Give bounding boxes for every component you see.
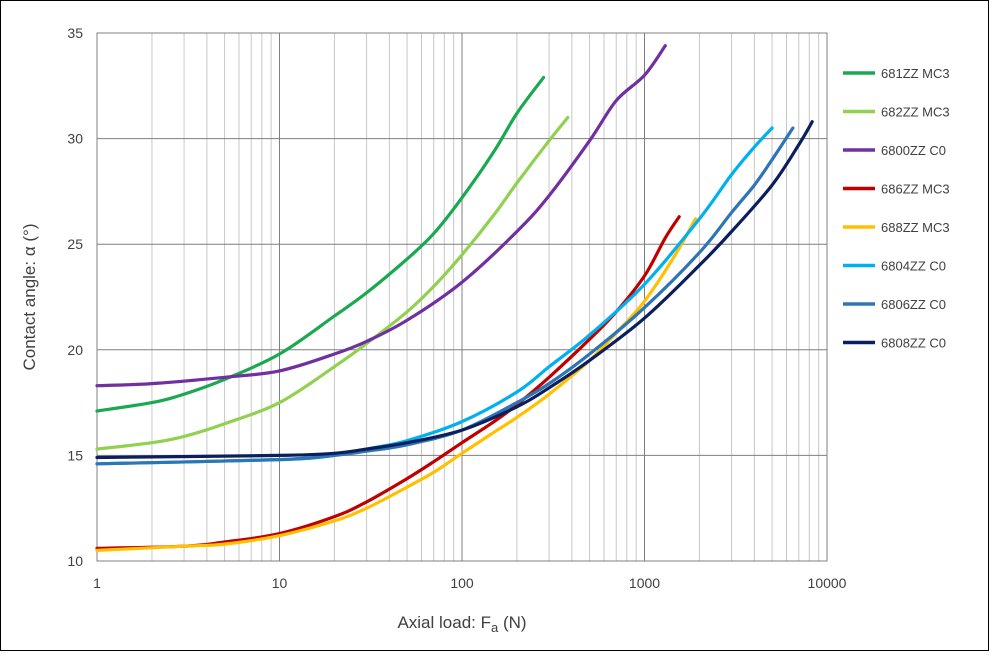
x-tick-label: 1000 [629,575,660,591]
legend-label: 6806ZZ C0 [881,297,946,312]
x-axis-title-main: Axial load: F [397,613,491,632]
x-axis-title-subscript: a [491,620,499,635]
x-tick-label: 10 [272,575,288,591]
y-tick-label: 20 [67,342,83,358]
y-tick-label: 35 [67,25,83,41]
legend-label: 6800ZZ C0 [881,143,946,158]
series-line-7 [95,120,814,460]
series-lines [95,44,814,552]
legend: 681ZZ MC3 682ZZ MC3 6800ZZ C0 686ZZ MC3 688Z… [843,66,950,351]
x-tick-label: 100 [450,575,474,591]
legend-label: 6808ZZ C0 [881,336,946,351]
x-tick-label: 1 [93,575,101,591]
legend-label: 688ZZ MC3 [881,220,950,235]
minor-gridlines [151,33,820,561]
series-line-0 [95,75,546,413]
y-tick-label: 15 [67,447,83,463]
y-axis-title: Contact angle: α (°) [20,223,39,370]
y-tick-label: 25 [67,236,83,252]
series-line-6 [95,126,795,466]
legend-label: 686ZZ MC3 [881,182,950,197]
plot-area-border [96,32,828,562]
series-line-1 [95,115,570,451]
y-axis-tick-labels: 10 15 20 25 30 35 [67,25,83,569]
legend-label: 6804ZZ C0 [881,259,946,274]
y-tick-label: 10 [67,553,83,569]
x-tick-label: 10000 [808,575,847,591]
series-line-5 [95,126,774,466]
x-axis-title: Axial load: Fa (N) [397,613,526,635]
x-axis-tick-labels: 1 10 100 1000 10000 [93,575,847,591]
y-tick-label: 30 [67,131,83,147]
x-axis-title-unit: (N) [498,613,526,632]
series-line-2 [95,44,667,388]
legend-label: 682ZZ MC3 [881,105,950,120]
legend-label: 681ZZ MC3 [881,66,950,81]
